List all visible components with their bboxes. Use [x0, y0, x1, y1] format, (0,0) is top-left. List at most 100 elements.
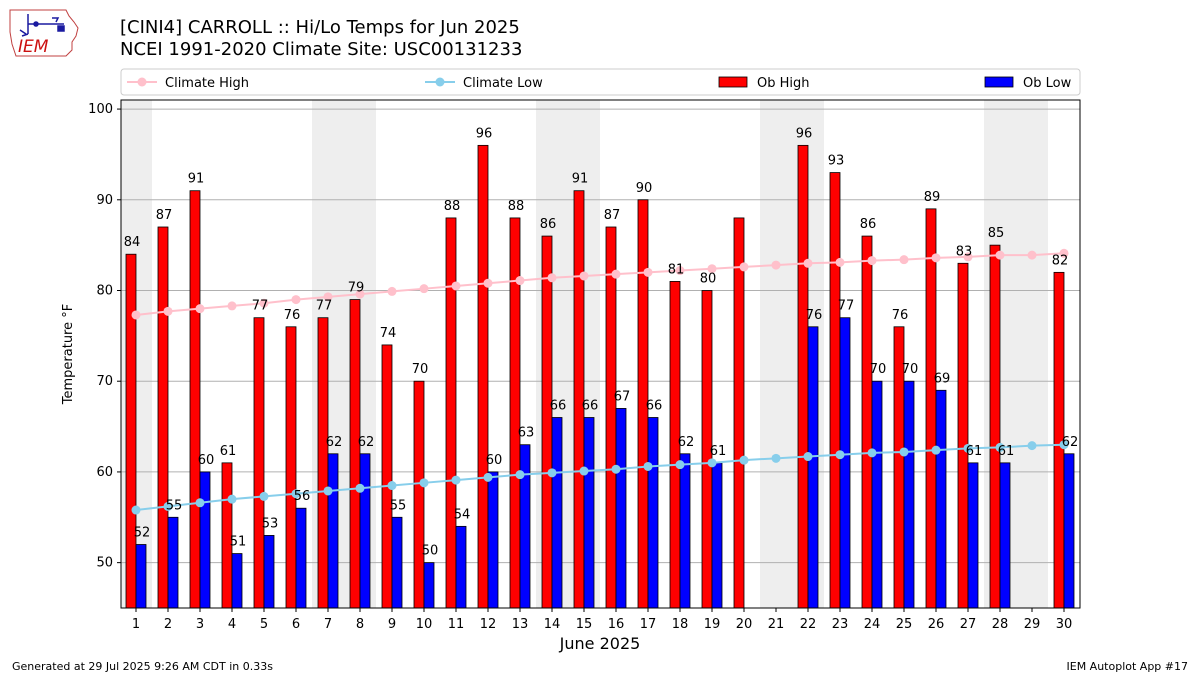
legend-climate-low-label: Climate Low [463, 76, 543, 91]
ob-high-bar [381, 344, 393, 609]
ob-low-bar [935, 389, 947, 609]
climate-low-point [579, 466, 589, 476]
climate-low-point [323, 486, 333, 496]
climate-low-point [643, 461, 653, 471]
iowa-outline-icon [9, 9, 79, 57]
ob-low-label: 62 [678, 435, 695, 450]
climate-high-point [771, 260, 781, 270]
x-tick-label: 18 [672, 617, 689, 632]
ob-high-label: 91 [188, 172, 205, 187]
ob-high-label: 76 [892, 308, 909, 323]
ob-high-bar [989, 244, 1001, 609]
x-tick-label: 19 [704, 617, 721, 632]
ob-low-bar [359, 453, 371, 609]
climate-low-point [803, 452, 813, 462]
x-tick-label: 28 [992, 617, 1009, 632]
x-tick-label: 22 [800, 617, 817, 632]
climate-high-point [323, 292, 333, 302]
ob-low-bar [839, 317, 851, 609]
ob-high-bar [157, 226, 169, 609]
climate-high-point [963, 252, 973, 262]
ob-low-bar [231, 553, 243, 609]
ob-low-bar [551, 417, 563, 609]
x-tick-label: 6 [292, 617, 300, 632]
ob-high-label: 88 [508, 199, 525, 214]
ob-high-label: 91 [572, 172, 589, 187]
x-tick-label: 20 [736, 617, 753, 632]
climate-high-point [419, 284, 429, 294]
ob-low-bar [423, 562, 435, 609]
weekend-band [760, 100, 792, 608]
ob-low-bar [295, 507, 307, 609]
ob-low-bar [647, 417, 659, 609]
climate-high-point [867, 256, 877, 266]
ob-high-bar [829, 172, 841, 609]
x-tick-label: 9 [388, 617, 396, 632]
ob-low-label: 66 [582, 399, 599, 414]
ob-high-bar [445, 217, 457, 609]
x-tick-label: 4 [228, 617, 236, 632]
climate-high-line [135, 252, 1065, 316]
x-tick-label: 2 [164, 617, 172, 632]
climate-high-point [355, 289, 365, 299]
climate-low-point [419, 478, 429, 488]
climate-high-point [387, 286, 397, 296]
y-tick-label: 70 [96, 374, 113, 389]
ob-high-label: 83 [956, 244, 973, 259]
plot-frame [120, 99, 1081, 609]
ob-low-label: 62 [358, 435, 375, 450]
ob-low-label: 55 [390, 498, 407, 513]
ob-high-bar [733, 217, 745, 609]
climate-high-point [163, 306, 173, 316]
climate-low-point [291, 489, 301, 499]
ob-low-label: 62 [1062, 435, 1079, 450]
iem-logo: IEM [9, 9, 79, 57]
x-tick-label: 30 [1056, 617, 1073, 632]
ob-low-label: 53 [262, 516, 279, 531]
ob-high-label: 93 [828, 154, 845, 169]
ob-low-bar [999, 462, 1011, 609]
climate-low-point [899, 447, 909, 457]
ob-low-bar [871, 380, 883, 609]
ob-low-bar [455, 525, 467, 609]
ob-low-label: 62 [326, 435, 343, 450]
climate-high-point [931, 253, 941, 263]
climate-low-point [707, 458, 717, 468]
ob-high-label: 88 [444, 199, 461, 214]
ob-high-label: 89 [924, 190, 941, 205]
x-tick-label: 25 [896, 617, 913, 632]
ob-low-label: 69 [934, 371, 951, 386]
x-tick-label: 5 [260, 617, 268, 632]
x-tick-label: 29 [1024, 617, 1041, 632]
climate-high-point [131, 310, 141, 320]
ob-high-bar [925, 208, 937, 609]
y-tick-label: 100 [88, 102, 113, 117]
climate-high-point [675, 266, 685, 276]
climate-high-point [1059, 248, 1069, 258]
ob-high-bar [349, 299, 361, 609]
ob-low-bar [327, 453, 339, 609]
ob-low-bar [519, 444, 531, 609]
ob-high-label: 81 [668, 262, 685, 277]
climate-high-point [547, 273, 557, 283]
ob-high-label: 84 [124, 235, 141, 250]
climate-high-point [643, 267, 653, 277]
ob-high-label: 86 [540, 217, 557, 232]
weekend-band [1016, 100, 1048, 608]
chart-title: [CINI4] CARROLL :: Hi/Lo Temps for Jun 2… [120, 17, 520, 38]
ob-low-bar [1063, 453, 1075, 609]
climate-high-point [483, 278, 493, 288]
climate-low-point [1059, 440, 1069, 450]
y-tick-label: 90 [96, 193, 113, 208]
climate-low-line [135, 443, 1065, 512]
climate-low-point [451, 475, 461, 485]
ob-high-label: 87 [604, 208, 621, 223]
y-tick-label: 50 [96, 556, 113, 571]
ob-low-label: 55 [166, 498, 183, 513]
climate-high-point [707, 264, 717, 274]
climate-high-point [579, 271, 589, 281]
climate-low-point [163, 501, 173, 511]
legend: Climate High Climate Low Ob High Ob Low [120, 68, 1081, 96]
ob-low-label: 51 [230, 535, 247, 550]
ob-high-label: 96 [476, 126, 493, 141]
